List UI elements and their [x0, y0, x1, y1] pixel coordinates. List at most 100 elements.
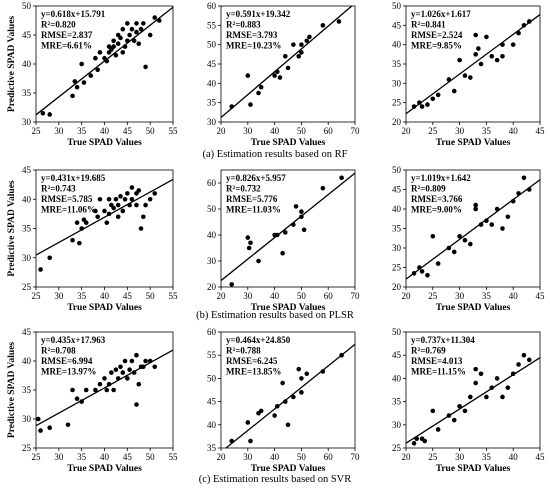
data-point: [299, 209, 304, 214]
data-point: [526, 357, 532, 363]
y-tick-label: 35: [392, 397, 402, 407]
stat-annotation: MRE=11.03%: [226, 205, 281, 215]
x-tick-label: 70: [351, 126, 361, 136]
data-point: [147, 358, 153, 364]
data-point: [35, 416, 41, 422]
fit-line: [405, 357, 541, 444]
plot-frame: [405, 331, 541, 449]
data-point: [489, 222, 495, 227]
y-tick-label: 35: [392, 224, 402, 234]
y-tick-label: 60: [207, 327, 217, 337]
data-point: [79, 61, 84, 67]
stat-annotation: R²=0.820: [41, 20, 76, 30]
data-point: [430, 408, 436, 414]
data-point: [47, 112, 52, 117]
y-tick-label: 45: [207, 397, 217, 407]
data-point: [93, 208, 98, 214]
x-tick-label: 40: [100, 291, 110, 301]
data-point: [521, 23, 527, 28]
x-axis-label: True SPAD Values: [251, 464, 326, 474]
data-point: [70, 237, 75, 243]
data-point: [129, 185, 135, 190]
stat-annotation: R²=0.883: [226, 20, 261, 30]
data-point: [111, 205, 116, 211]
data-point: [430, 234, 436, 239]
data-point: [79, 226, 84, 231]
x-tick-label: 30: [243, 126, 253, 136]
data-point: [457, 234, 462, 239]
x-tick-label: 55: [169, 126, 179, 136]
stat-annotation: RMSE=3.793: [226, 30, 278, 40]
y-tick-label: 35: [22, 224, 32, 234]
y-tick-label: 50: [392, 165, 402, 175]
data-point: [129, 26, 135, 32]
data-point: [468, 394, 473, 400]
x-tick-label: 40: [100, 452, 110, 462]
x-tick-label: 25: [428, 126, 438, 136]
x-tick-label: 25: [428, 291, 438, 301]
data-point: [111, 38, 116, 44]
x-axis-label: True SPAD Values: [251, 303, 326, 313]
data-point: [293, 204, 299, 209]
data-point: [473, 52, 478, 57]
y-tick-label: 40: [207, 420, 217, 430]
y-tick-label: 55: [207, 20, 217, 30]
x-tick-label: 40: [509, 126, 519, 136]
data-point: [280, 380, 285, 386]
data-point: [136, 41, 142, 46]
stat-annotation: R²=0.769: [411, 346, 446, 356]
data-point: [451, 88, 457, 94]
data-point: [468, 241, 473, 247]
data-point: [468, 75, 473, 80]
data-point: [283, 53, 288, 59]
stat-annotation: MRE=13.97%: [41, 367, 96, 377]
plot-frame: [220, 331, 356, 449]
y-tick-label: 20: [392, 282, 402, 292]
data-point: [473, 380, 478, 386]
data-point: [127, 367, 132, 373]
data-point: [129, 358, 135, 364]
stat-annotation: R²=0.743: [41, 184, 76, 194]
stat-annotation: R²=0.841: [411, 20, 446, 30]
x-tick-label: 30: [455, 452, 465, 462]
fit-line: [225, 343, 356, 449]
data-point: [120, 26, 126, 32]
x-tick-label: 20: [217, 126, 227, 136]
x-axis-label: True SPAD Values: [67, 303, 142, 313]
y-tick-label: 35: [207, 443, 217, 453]
data-point: [304, 38, 310, 44]
data-point: [430, 96, 436, 102]
data-point: [97, 50, 103, 55]
y-tick-label: 40: [22, 194, 32, 204]
data-point: [152, 364, 158, 370]
data-point: [113, 53, 119, 58]
data-point: [38, 428, 43, 433]
data-point: [307, 34, 312, 40]
x-tick-label: 50: [146, 452, 156, 462]
y-tick-label: 50: [22, 1, 32, 11]
data-point: [489, 53, 495, 59]
data-point: [122, 358, 128, 364]
data-point: [478, 61, 484, 67]
data-point: [248, 102, 253, 107]
stat-annotation: R²=0.708: [41, 346, 76, 356]
data-point: [229, 104, 235, 109]
y-tick-label: 40: [392, 40, 402, 50]
chart-panel-svr-2: 20 30 40 50 60 70 35 40 45 50 55 60 True SPAD Values…: [207, 327, 360, 474]
x-axis-label: True SPAD Values: [436, 464, 511, 474]
data-point: [301, 227, 307, 233]
y-axis-label: Predictive SPAD Values: [7, 342, 17, 439]
x-tick-label: 30: [243, 291, 253, 301]
y-tick-label: 45: [392, 20, 402, 30]
data-point: [95, 67, 100, 73]
data-point: [280, 250, 285, 256]
data-point: [143, 64, 148, 70]
y-tick-label: 30: [392, 78, 402, 88]
data-point: [320, 185, 326, 191]
data-point: [125, 376, 130, 381]
x-axis-label: True SPAD Values: [436, 138, 511, 148]
x-axis-label: True SPAD Values: [67, 138, 142, 148]
caption-rf: (a) Estimation results based on RF: [202, 149, 348, 160]
data-point: [120, 208, 126, 214]
